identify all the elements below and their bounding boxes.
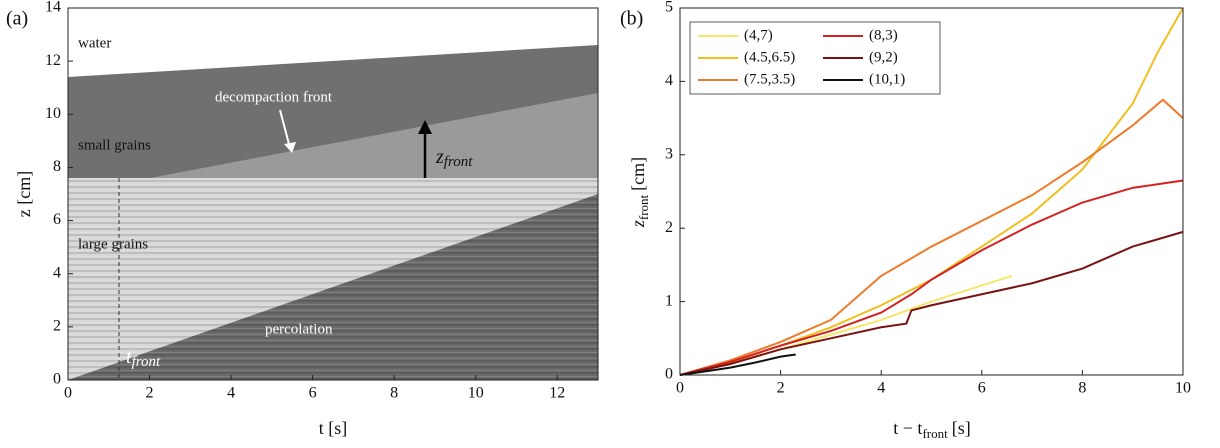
y-axis-label: zfront[cm] xyxy=(628,157,651,228)
x-tick-label: 8 xyxy=(1078,380,1086,397)
annotation: zfront xyxy=(435,146,473,171)
legend-label: (4.5,6.5) xyxy=(744,49,795,65)
x-tick-label: 10 xyxy=(468,385,484,402)
x-tick-label: 4 xyxy=(877,380,885,397)
panel-a-image xyxy=(68,8,598,380)
x-tick-label: 8 xyxy=(390,385,398,402)
y-tick-label: 5 xyxy=(665,0,673,16)
y-tick-label: 6 xyxy=(53,211,61,228)
legend-label: (10,1) xyxy=(869,71,905,87)
x-axis-label: t [s] xyxy=(319,418,348,438)
y-tick-label: 3 xyxy=(665,145,673,162)
y-axis-label: z [cm] xyxy=(14,171,34,217)
x-tick-label: 6 xyxy=(309,385,317,402)
x-tick-label: 0 xyxy=(64,385,72,402)
annotation: tfront xyxy=(126,346,161,371)
x-tick-label: 12 xyxy=(549,385,565,402)
y-tick-label: 8 xyxy=(53,158,61,175)
panel-label: (b) xyxy=(620,8,643,30)
data-line xyxy=(679,179,1184,376)
legend-label: (9,2) xyxy=(869,49,898,65)
plot-frame xyxy=(67,7,599,381)
x-tick-label: 10 xyxy=(1175,380,1191,397)
x-tick-label: 6 xyxy=(978,380,986,397)
y-tick-label: 2 xyxy=(53,318,61,335)
data-line xyxy=(679,98,1184,376)
y-tick-label: 14 xyxy=(45,0,61,16)
plot-frame xyxy=(679,7,1184,376)
legend-label: (8,3) xyxy=(869,27,898,43)
legend-label: (4,7) xyxy=(744,27,773,43)
y-tick-label: 10 xyxy=(45,105,61,122)
x-tick-label: 2 xyxy=(146,385,154,402)
y-tick-label: 0 xyxy=(53,371,61,388)
annotation: large grains xyxy=(78,236,148,252)
annotation: small grains xyxy=(78,137,151,153)
y-tick-label: 0 xyxy=(665,366,673,383)
x-tick-label: 4 xyxy=(227,385,235,402)
x-axis-label: t − tfront [s] xyxy=(893,418,970,441)
y-tick-label: 4 xyxy=(665,72,673,89)
panel-label: (a) xyxy=(6,8,28,30)
y-tick-label: 4 xyxy=(53,264,61,281)
y-tick-label: 12 xyxy=(45,52,61,69)
x-tick-label: 0 xyxy=(676,380,684,397)
annotation: decompaction front xyxy=(215,89,333,105)
data-line xyxy=(679,353,796,376)
x-tick-label: 2 xyxy=(777,380,785,397)
legend-label: (7.5,3.5) xyxy=(744,71,795,87)
annotation: percolation xyxy=(265,321,333,337)
annotation: water xyxy=(78,35,111,51)
data-line xyxy=(679,230,1184,376)
y-tick-label: 1 xyxy=(665,292,673,309)
y-tick-label: 2 xyxy=(665,219,673,236)
